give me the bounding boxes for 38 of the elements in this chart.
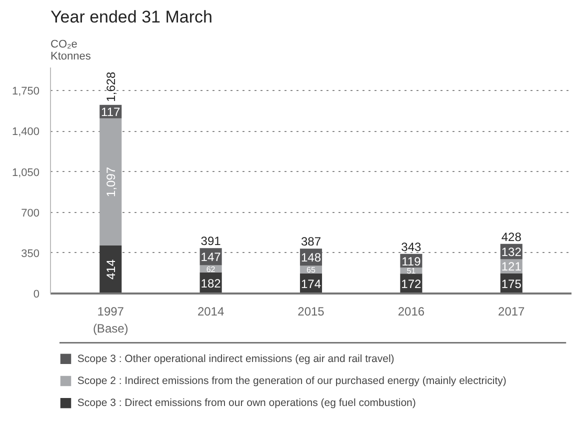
data-label: 65 — [306, 266, 316, 275]
chart-title: Year ended 31 March — [50, 8, 212, 26]
y-tick-label: 700 — [21, 207, 40, 220]
data-label: 119 — [402, 254, 422, 268]
data-label: 174 — [300, 276, 322, 291]
x-tick-label: 2014 — [197, 304, 224, 318]
y-tick-label: 0 — [33, 288, 40, 300]
y-tick-label: 1,400 — [12, 126, 40, 138]
data-label: 414 — [104, 259, 118, 280]
data-label: 148 — [300, 250, 322, 265]
total-label: 343 — [401, 240, 422, 254]
data-label: 182 — [200, 276, 222, 290]
y-axis-title: CO₂e Ktonnes — [50, 38, 92, 62]
y-tick-label: 1,050 — [12, 166, 40, 179]
data-label: 62 — [206, 264, 216, 274]
legend-label: Scope 3 : Direct emissions from our own operations (eg fuel combustion) — [77, 397, 416, 410]
x-tick-label: 1997 (Base) — [92, 304, 128, 336]
total-label: 428 — [501, 230, 522, 244]
x-tick-label: 2015 — [298, 304, 325, 318]
x-tick-label: 2017 — [498, 304, 526, 318]
data-label: 51 — [406, 266, 416, 276]
total-label: 387 — [300, 234, 322, 249]
y-tick-label: 350 — [21, 248, 40, 260]
legend-label: Scope 3 : Other operational indirect emissions (eg air and rail travel) — [77, 352, 394, 365]
data-label: 147 — [200, 250, 222, 264]
total-label: 391 — [200, 234, 222, 248]
x-tick-label: 2016 — [398, 304, 425, 318]
bar — [100, 246, 122, 294]
legend-label: Scope 2 : Indirect emissions from the generation of our purchased energy (mainly electricity) — [77, 375, 506, 387]
data-label: 121 — [501, 260, 522, 274]
bar — [100, 118, 122, 246]
data-label: 175 — [501, 276, 522, 291]
data-label: 117 — [101, 105, 121, 120]
data-label: 172 — [401, 277, 422, 292]
data-label: 1,097 — [104, 166, 118, 197]
total-label: 1,628 — [104, 71, 118, 102]
y-tick-label: 1,750 — [12, 86, 40, 98]
data-label: 132 — [501, 245, 522, 260]
